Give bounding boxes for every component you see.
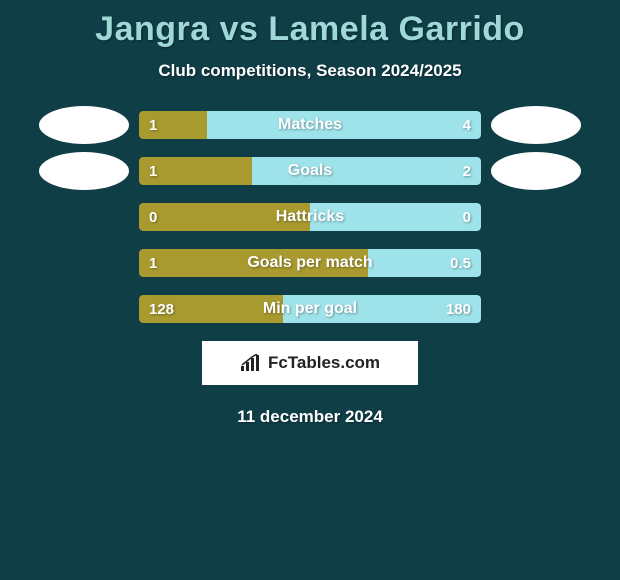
page-title: Jangra vs Lamela Garrido xyxy=(0,0,620,49)
stat-row: 0Hattricks0 xyxy=(0,203,620,231)
player-left-avatar xyxy=(39,152,129,190)
stat-name: Goals per match xyxy=(139,249,481,277)
stat-bar: 0Hattricks0 xyxy=(139,203,481,231)
stat-row: 128Min per goal180 xyxy=(0,295,620,323)
stats-container: 1Matches4 1Goals2 0Hattricks0 1Goals per ma… xyxy=(0,111,620,323)
player-right-avatar xyxy=(491,106,581,144)
bars-icon xyxy=(240,354,262,372)
stat-bar: 1Goals per match0.5 xyxy=(139,249,481,277)
comparison-card: Jangra vs Lamela Garrido Club competitio… xyxy=(0,0,620,580)
stat-name: Hattricks xyxy=(139,203,481,231)
stat-value-right: 4 xyxy=(463,111,471,139)
stat-value-right: 0 xyxy=(463,203,471,231)
stat-row: 1Goals per match0.5 xyxy=(0,249,620,277)
stat-name: Min per goal xyxy=(139,295,481,323)
stat-bar: 1Matches4 xyxy=(139,111,481,139)
stat-value-right: 2 xyxy=(463,157,471,185)
stat-value-right: 180 xyxy=(446,295,471,323)
stat-value-right: 0.5 xyxy=(450,249,471,277)
date-text: 11 december 2024 xyxy=(0,407,620,427)
brand-text: FcTables.com xyxy=(268,353,380,373)
player-left-avatar xyxy=(39,106,129,144)
brand-box: FcTables.com xyxy=(202,341,418,385)
stat-bar: 1Goals2 xyxy=(139,157,481,185)
stat-name: Matches xyxy=(139,111,481,139)
stat-bar: 128Min per goal180 xyxy=(139,295,481,323)
subtitle: Club competitions, Season 2024/2025 xyxy=(0,61,620,81)
stat-name: Goals xyxy=(139,157,481,185)
stat-row: 1Matches4 xyxy=(0,111,620,139)
player-right-avatar xyxy=(491,152,581,190)
stat-row: 1Goals2 xyxy=(0,157,620,185)
